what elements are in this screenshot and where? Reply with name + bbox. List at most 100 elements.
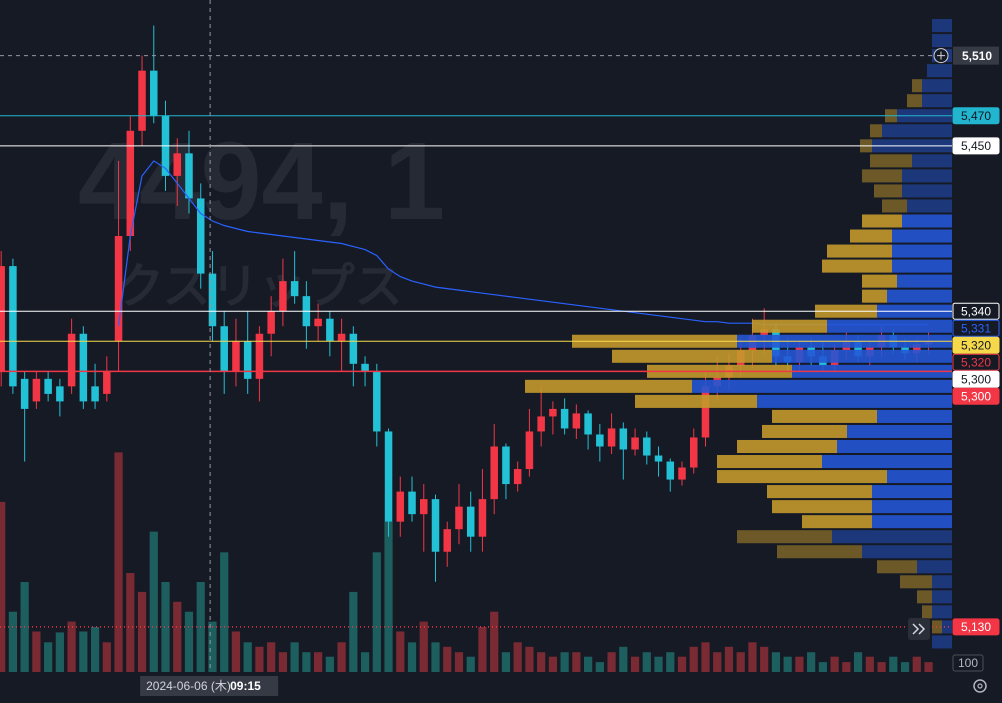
profile-down: [892, 244, 952, 258]
volume-bar: [654, 656, 663, 672]
profile-down: [932, 590, 952, 604]
profile-up: [912, 79, 922, 93]
settings-button[interactable]: [973, 679, 987, 693]
candle-body: [20, 378, 29, 409]
watermark-name: クスリップス: [116, 261, 403, 314]
profile-down: [692, 379, 952, 393]
volume-bar: [407, 642, 417, 672]
volume-bar: [865, 656, 874, 672]
volume-bar: [454, 652, 464, 672]
profile-up: [777, 545, 862, 559]
candle-body: [361, 363, 369, 372]
candle-body: [279, 281, 287, 312]
volume-bar: [466, 656, 475, 672]
price-level-label: 5,331: [961, 321, 991, 335]
candle-body: [443, 529, 451, 552]
candle-body: [150, 70, 158, 116]
volume-bar: [853, 652, 863, 672]
profile-up: [862, 274, 897, 288]
volume-bar: [642, 652, 651, 672]
volume-bar: [830, 656, 839, 672]
candle-body: [384, 431, 393, 522]
price-level-box: [952, 302, 1000, 320]
volume-bar: [900, 662, 910, 672]
profile-down: [872, 485, 952, 499]
scroll-button[interactable]: [908, 618, 930, 640]
volume-bar: [220, 552, 229, 672]
profile-up: [752, 319, 827, 333]
volume-bar: [807, 652, 816, 672]
price-level-label: 5,300: [961, 389, 991, 403]
candle-body: [572, 413, 581, 429]
volume-bar: [243, 642, 252, 672]
volume-bar: [173, 601, 182, 672]
candle-body: [431, 499, 440, 552]
volume-bar: [924, 662, 933, 672]
volume-bar: [677, 656, 687, 672]
candle-body: [607, 428, 616, 447]
volume-bar: [267, 642, 276, 672]
candle-body: [91, 386, 99, 402]
profile-down: [887, 470, 952, 484]
profile-down: [942, 620, 952, 634]
volume-bar: [877, 662, 886, 672]
volume-bar: [842, 662, 851, 672]
profile-up: [772, 500, 872, 514]
profile-up: [900, 575, 932, 589]
profile-up: [802, 515, 872, 529]
volume-bar: [431, 642, 440, 672]
candle-body: [67, 333, 76, 387]
profile-up: [717, 470, 887, 484]
volume-bar: [525, 646, 534, 672]
price-level-label: 5,320: [961, 338, 991, 352]
volume-bar: [255, 646, 264, 672]
profile-down: [827, 319, 952, 333]
volume-bar: [443, 646, 452, 672]
candle-body: [243, 341, 252, 379]
candle-body: [643, 437, 651, 456]
profile-down: [837, 439, 952, 454]
profile-down: [877, 409, 952, 423]
candle-body: [513, 469, 522, 485]
volume-bar: [302, 652, 311, 672]
profile-down: [822, 455, 952, 469]
candle-body: [408, 491, 416, 515]
profile-up: [922, 605, 932, 619]
candle-body: [9, 266, 17, 387]
volume-bar: [419, 621, 428, 672]
candle-body: [32, 378, 41, 402]
profile-up: [717, 455, 822, 469]
profile-down: [882, 124, 952, 138]
candle-body: [255, 333, 264, 379]
candle-body: [349, 333, 358, 364]
profile-down: [932, 605, 952, 619]
volume-bar: [889, 656, 898, 672]
volume-bar: [126, 573, 135, 672]
volume-bar: [595, 662, 604, 672]
volume-bar: [713, 652, 722, 672]
volume-bar: [161, 582, 170, 672]
candle-body: [290, 281, 299, 297]
profile-up: [827, 244, 892, 258]
price-level-label: 5,130: [961, 620, 991, 634]
profile-down: [872, 515, 952, 529]
price-level-box: [952, 618, 1000, 636]
candle-body: [619, 428, 628, 450]
volume-bar: [360, 652, 370, 672]
profile-up: [525, 379, 692, 393]
volume-bar: [208, 621, 217, 672]
candle-body: [420, 499, 428, 515]
candle-body: [314, 318, 322, 327]
volume-bar: [795, 656, 804, 672]
profile-down: [872, 500, 952, 514]
profile-up: [772, 409, 877, 423]
candle-body: [56, 386, 64, 402]
volume-bar: [760, 646, 769, 672]
volume-bar: [478, 627, 487, 672]
price-level-label: 5,340: [961, 304, 991, 318]
price-level-label: 5,470: [961, 109, 991, 123]
profile-down: [847, 424, 952, 438]
candle-body: [549, 408, 557, 417]
volume-bar: [0, 501, 6, 672]
